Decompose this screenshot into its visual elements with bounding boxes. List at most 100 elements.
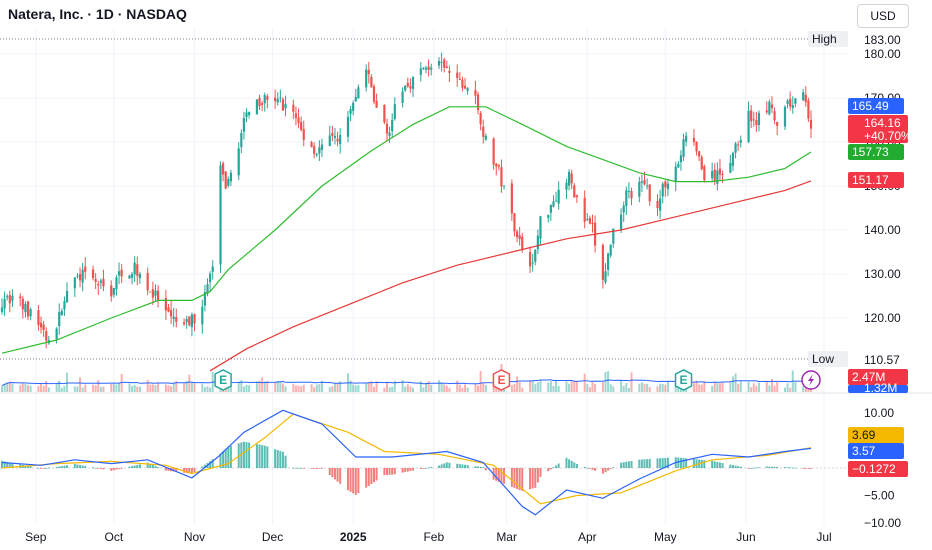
macd-histogram-bar (383, 468, 386, 476)
macd-histogram-bar (284, 455, 287, 468)
candle-body (128, 275, 131, 279)
macd-signal-tag-bg (848, 427, 904, 443)
currency-selector[interactable]: USD (857, 4, 909, 28)
volume-bar (66, 372, 69, 392)
volume-bar (240, 380, 243, 392)
candle-body (750, 110, 753, 122)
volume-bar (638, 383, 641, 392)
volume-bar (695, 380, 698, 392)
macd-histogram-bar (518, 468, 521, 491)
candle-body (29, 309, 32, 317)
candle-body (60, 310, 63, 316)
macd-histogram-bar (3, 461, 6, 468)
volume-bar (568, 383, 571, 392)
candle-body (201, 306, 204, 325)
macd-histogram-bar (711, 460, 714, 468)
candle-body (695, 141, 698, 152)
macd-histogram-bar (810, 468, 812, 469)
volume-bar (648, 387, 651, 392)
volume-bar (674, 382, 677, 392)
volume-bar (804, 385, 807, 392)
volume-bar (320, 380, 323, 392)
candle-body (99, 280, 102, 283)
candle-body (42, 324, 45, 331)
candle-body (583, 197, 586, 222)
candle-body (448, 70, 451, 73)
volume-bar (427, 381, 430, 392)
macd-histogram-bar (770, 466, 773, 468)
macd-tick-label: −10.00 (864, 516, 901, 530)
candle-body (102, 278, 105, 287)
macd-histogram-bar (529, 468, 532, 490)
candle-body (138, 273, 141, 279)
volume-bar (261, 377, 264, 392)
candle-body (677, 164, 680, 168)
macd-histogram-bar (734, 465, 737, 468)
candle-body (646, 185, 649, 187)
volume-bar (229, 386, 232, 392)
candle-body (601, 245, 604, 280)
volume-bar (516, 376, 519, 392)
volume-bar (789, 387, 792, 392)
volume-bar (349, 380, 352, 392)
macd-histogram-bar (419, 468, 422, 470)
volume-bar (102, 386, 105, 392)
macd-histogram-bar (393, 468, 396, 475)
candle-body (430, 67, 433, 70)
earnings-marker-label: E (680, 373, 688, 387)
candle-body (666, 183, 670, 189)
volume-bar (539, 380, 542, 392)
candle-body (6, 296, 9, 298)
macd-histogram-bar (276, 450, 279, 468)
macd-histogram-bar (188, 468, 191, 474)
candle-body (294, 113, 298, 118)
time-tick-label: Sep (25, 530, 47, 544)
candle-body (292, 104, 295, 112)
macd-value-tag: 3.57 (852, 444, 876, 458)
candle-body (349, 109, 352, 114)
time-tick-label: Nov (184, 530, 205, 544)
macd-histogram-bar (765, 466, 768, 468)
candle-body (552, 201, 555, 207)
symbol-title[interactable]: Natera, Inc. · 1D · NASDAQ (8, 6, 187, 22)
volume-bar (6, 382, 9, 392)
macd-histogram-bar (76, 464, 79, 468)
macd-histogram-bar (739, 466, 742, 468)
macd-signal-tag: 3.69 (852, 428, 876, 442)
volume-bar (115, 384, 118, 392)
candle-body (591, 222, 594, 224)
macd-histogram-bar (146, 462, 149, 468)
volume-bar (354, 385, 357, 392)
volume-bar (612, 386, 615, 392)
axes: 120.00130.00140.00150.00160.00170.00180.… (25, 47, 901, 544)
candle-body (443, 59, 446, 68)
macd-histogram-bar (357, 468, 360, 494)
macd-histogram-bar (320, 468, 323, 469)
macd-histogram-bar (682, 458, 685, 468)
macd-histogram-bar (354, 468, 357, 495)
candle-body (391, 119, 394, 132)
volume-bar (752, 383, 755, 392)
macd-histogram-bar (328, 468, 331, 476)
macd-histogram-bar (412, 468, 415, 471)
macd-histogram-bar (370, 468, 373, 485)
macd-histogram-bar (245, 442, 248, 468)
macd-histogram-bar (659, 458, 662, 468)
candle-body (656, 200, 659, 209)
macd-histogram-bar (110, 468, 113, 471)
volume-bar (248, 385, 251, 392)
volume-bar (591, 381, 594, 392)
volume-bar (536, 382, 539, 392)
candle-body (224, 171, 227, 189)
volume-bar (521, 387, 524, 392)
candle-body (718, 168, 722, 175)
volume-bar (352, 384, 355, 392)
candle-body (39, 322, 43, 328)
macd-histogram-bar (84, 465, 87, 468)
volume-bar (443, 384, 446, 392)
earnings-marker-icon (492, 369, 511, 391)
candle-body (700, 157, 703, 170)
volume-tag: 2.47M (852, 370, 885, 384)
volume-bar (45, 380, 48, 392)
